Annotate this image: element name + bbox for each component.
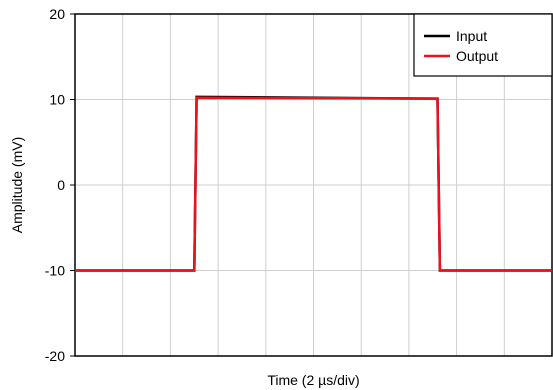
legend-label-input: Input (456, 28, 487, 44)
y-tick-label: 10 (49, 92, 65, 108)
y-tick-label: -20 (45, 348, 65, 364)
y-tick-label: 0 (57, 177, 65, 193)
x-axis-label: Time (2 µs/div) (267, 372, 359, 388)
y-axis-ticks: -20 -10 0 10 20 (45, 6, 75, 364)
legend: Input Output (413, 13, 553, 77)
legend-label-output: Output (456, 48, 498, 64)
y-axis-label: Amplitude (mV) (9, 137, 25, 233)
legend-box (413, 13, 553, 77)
series-line-output (75, 96, 552, 272)
y-tick-label: -10 (45, 263, 65, 279)
series-lines (75, 95, 552, 272)
y-tick-label: 20 (49, 6, 65, 22)
